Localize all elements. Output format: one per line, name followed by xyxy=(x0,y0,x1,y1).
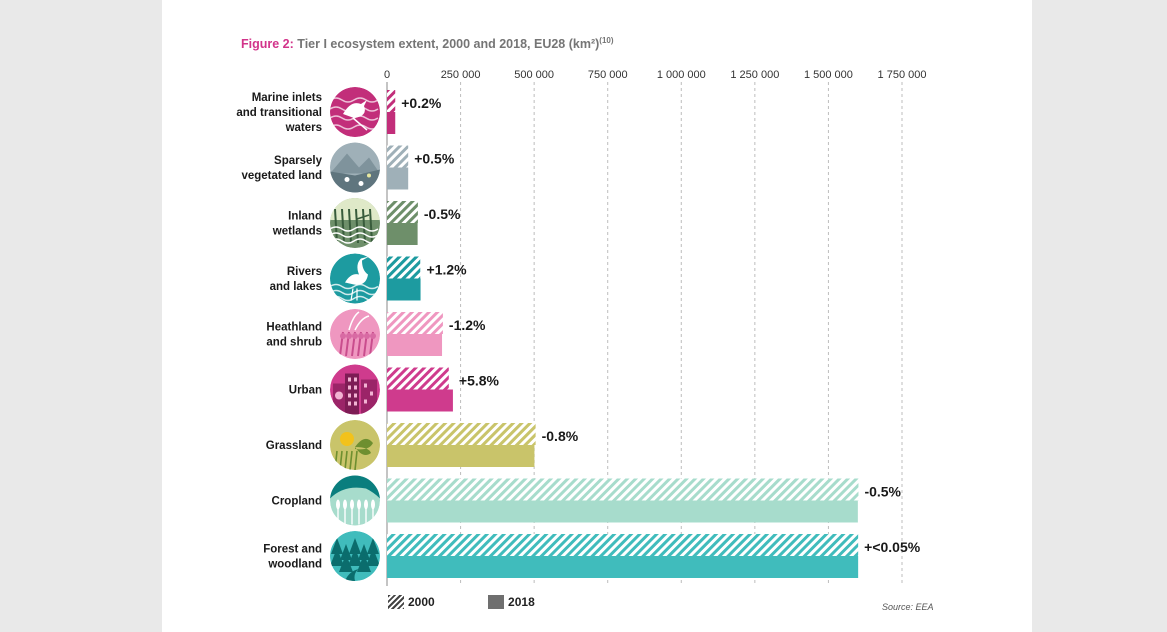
category-label: and shrub xyxy=(266,337,322,349)
category-label: Grassland xyxy=(266,440,322,452)
figure-label: Figure 2: xyxy=(241,37,294,52)
chart-row: -0.8% Grassland xyxy=(266,420,579,470)
title-text: Tier I ecosystem extent, 2000 and 2018, … xyxy=(297,37,600,52)
category-icon xyxy=(330,198,380,248)
wheat-field-icon xyxy=(330,475,380,526)
butterfly-sun-icon xyxy=(330,420,380,470)
heather-icon xyxy=(330,309,380,359)
bar-2000 xyxy=(387,312,443,334)
category-label: and transitional xyxy=(236,107,322,119)
change-label: -0.5% xyxy=(864,484,901,500)
x-tick-label: 1 750 000 xyxy=(878,69,927,81)
bar-2018 xyxy=(387,334,443,356)
chart-row: -0.5% Inland wetlands xyxy=(272,198,461,248)
x-tick-label: 1 250 000 xyxy=(730,69,779,81)
change-label: +5.8% xyxy=(459,373,500,389)
chart-row: +0.2% Marine inlets and transitional waters xyxy=(236,87,442,137)
legend-item-2018: 2018 xyxy=(488,595,535,609)
x-tick-label: 1 500 000 xyxy=(804,69,853,81)
category-icon xyxy=(330,309,380,359)
bar-2018 xyxy=(387,112,396,134)
change-label: +0.2% xyxy=(401,95,442,111)
change-label: +1.2% xyxy=(427,262,468,278)
change-label: -1.2% xyxy=(449,317,486,333)
category-label: Urban xyxy=(289,385,322,397)
category-label: vegetated land xyxy=(241,170,322,182)
change-label: -0.8% xyxy=(542,428,579,444)
legend-swatch-2000 xyxy=(388,595,404,609)
bar-chart: 0 250 000 500 000 750 000 1 000 000 1 250 000… xyxy=(236,69,927,586)
bar-2018 xyxy=(387,500,858,523)
legend-item-2000: 2000 xyxy=(388,595,435,609)
category-label: Sparsely xyxy=(274,155,323,167)
category-label: and lakes xyxy=(270,281,322,293)
bar-2000 xyxy=(387,478,859,501)
marine-bird-icon xyxy=(330,87,380,137)
category-icon xyxy=(330,253,380,304)
category-label: wetlands xyxy=(272,226,322,238)
chart-row: +5.8% Urban xyxy=(289,364,500,415)
bar-2000 xyxy=(387,423,536,445)
legend: 2000 2018 xyxy=(388,595,585,612)
x-tick-label: 500 000 xyxy=(514,69,554,81)
x-tick-label: 250 000 xyxy=(441,69,481,81)
category-icon xyxy=(330,531,380,581)
category-label: Marine inlets xyxy=(252,92,322,104)
category-label: Rivers xyxy=(287,266,322,278)
chart-row: +0.5% Sparsely vegetated land xyxy=(241,142,455,193)
category-label: Inland xyxy=(288,211,322,223)
report-page: Figure 2: Tier I ecosystem extent, 2000 … xyxy=(162,0,1032,632)
bar-2018 xyxy=(387,445,535,467)
chart-row: +<0.05% Forest and woodland xyxy=(263,531,921,581)
chart-row: -0.5% Cropland xyxy=(272,475,902,526)
category-icon xyxy=(330,475,380,526)
bar-2018 xyxy=(387,556,859,578)
chart-title: Figure 2: Tier I ecosystem extent, 2000 … xyxy=(241,36,614,51)
category-label: Heathland xyxy=(266,322,322,334)
title-footnote: (10) xyxy=(599,36,614,45)
change-label: +<0.05% xyxy=(864,539,921,555)
bar-2018 xyxy=(387,167,409,190)
legend-swatch-2018 xyxy=(488,595,505,609)
category-icon xyxy=(330,142,380,193)
category-label: Cropland xyxy=(272,496,322,508)
x-tick-label: 1 000 000 xyxy=(657,69,706,81)
source-note: Source: EEA xyxy=(882,602,934,612)
bar-2018 xyxy=(387,278,421,301)
category-label: Forest and xyxy=(263,544,322,556)
x-tick-label: 750 000 xyxy=(588,69,628,81)
bar-2018 xyxy=(387,389,453,412)
category-icon xyxy=(330,87,380,137)
legend-label-2018: 2018 xyxy=(508,595,535,609)
change-label: -0.5% xyxy=(424,206,461,222)
bar-2000 xyxy=(387,201,418,223)
category-icon xyxy=(330,420,380,470)
bar-2000 xyxy=(387,534,859,556)
x-tick-label: 0 xyxy=(384,69,390,81)
legend-label-2000: 2000 xyxy=(408,595,435,609)
bar-2000 xyxy=(387,256,421,279)
category-label: waters xyxy=(285,122,322,134)
city-buildings-icon xyxy=(330,364,380,415)
wetland-dragonfly-icon xyxy=(330,198,380,248)
change-label: +0.5% xyxy=(414,151,455,167)
bar-2000 xyxy=(387,367,449,390)
bar-2018 xyxy=(387,223,418,245)
mountain-flowers-icon xyxy=(330,142,380,193)
heron-icon xyxy=(330,253,380,304)
bar-2000 xyxy=(387,90,396,112)
category-label: woodland xyxy=(267,559,322,571)
chart-row: +1.2% Rivers and lakes xyxy=(270,253,468,304)
category-icon xyxy=(330,364,380,415)
bar-2000 xyxy=(387,145,409,168)
chart-row: -1.2% Heathland and shrub xyxy=(266,309,486,359)
forest-trees-icon xyxy=(330,531,380,581)
